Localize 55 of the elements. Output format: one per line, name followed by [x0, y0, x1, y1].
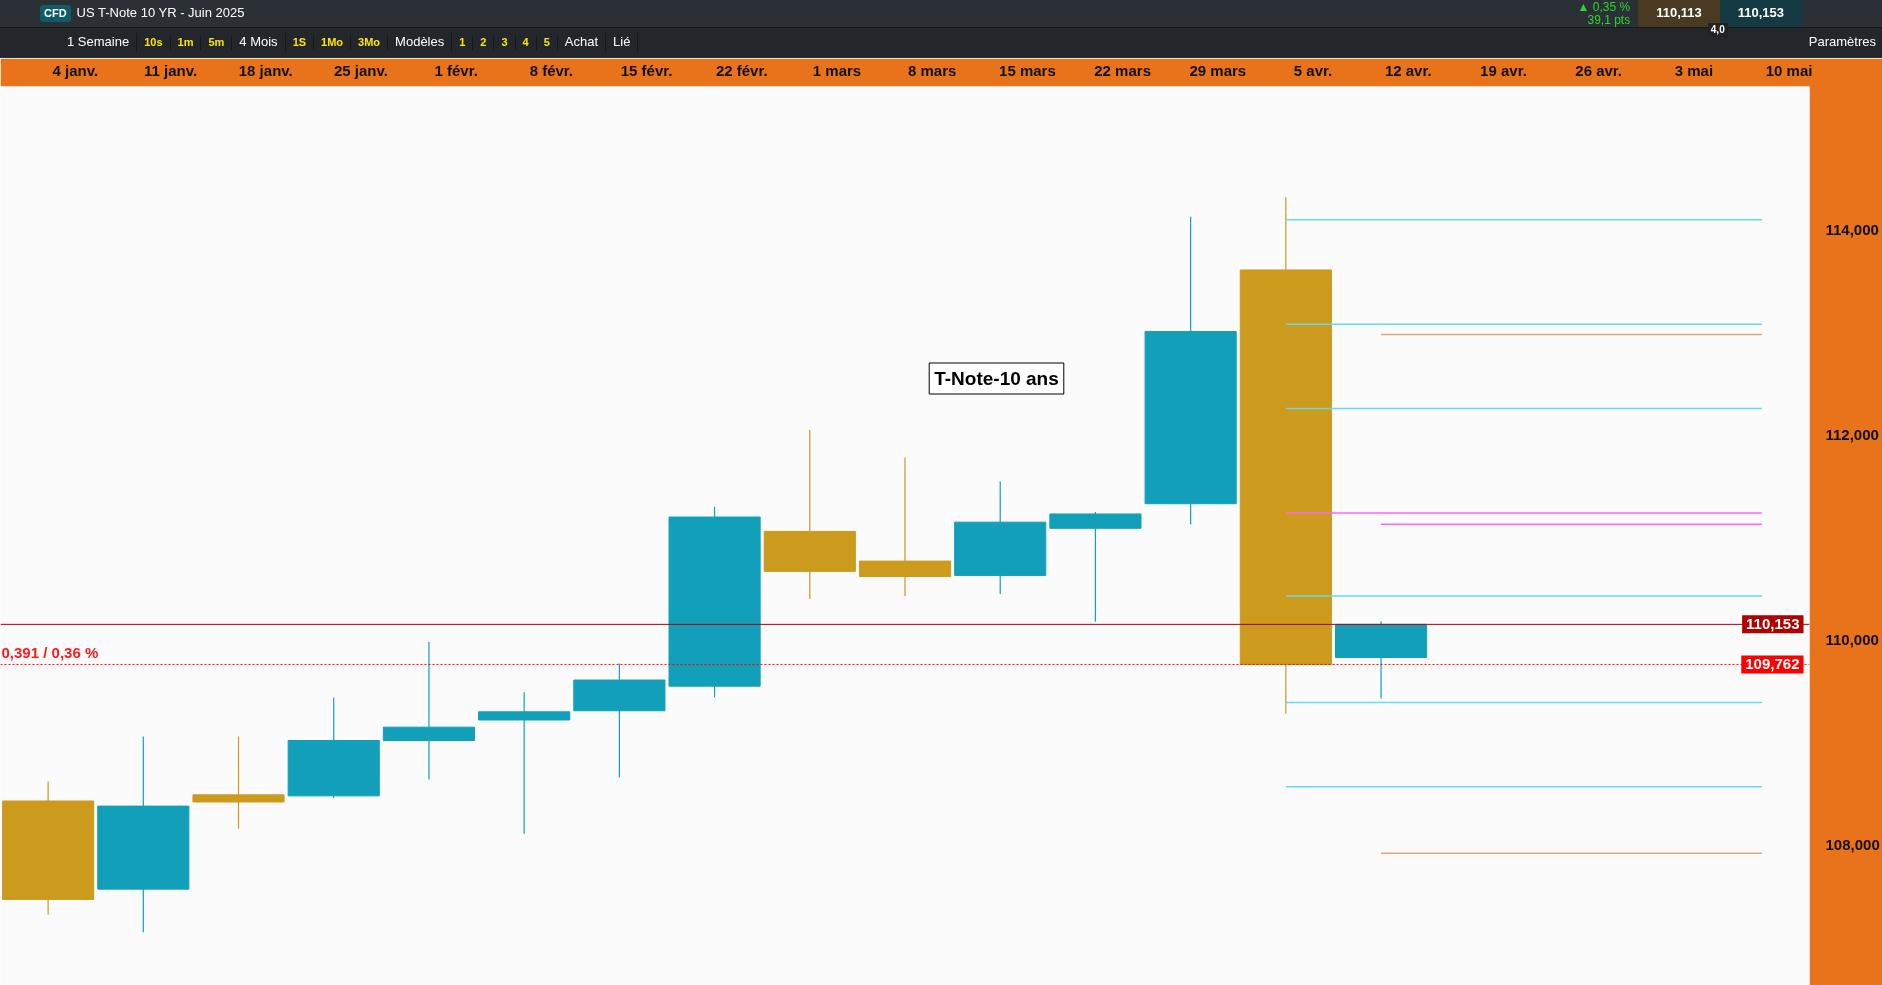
x-tick-label: 8 mars — [908, 61, 957, 79]
text: 1S — [285, 34, 315, 51]
x-tick-label: 5 avr. — [1293, 61, 1333, 79]
text: 4,0 — [1707, 22, 1728, 37]
text: 2 — [473, 34, 495, 51]
text: ▲ 0,35 % — [1577, 0, 1631, 14]
text: Modèles — [388, 33, 453, 52]
text: 5m — [201, 34, 233, 51]
ref-line-label: 109,762 — [1745, 655, 1800, 673]
ref-line-label: 110,153 — [1746, 615, 1800, 633]
x-tick-label: 19 avr. — [1480, 61, 1527, 79]
x-tick-label: 25 janv. — [333, 61, 388, 79]
text: 110,153 — [1737, 5, 1784, 21]
y-tick-label: 110,000 — [1825, 631, 1879, 649]
x-tick-label: 29 mars — [1189, 61, 1247, 79]
text: 1Mo — [314, 34, 352, 51]
candlestick — [382, 641, 476, 781]
x-tick-label: 15 mars — [999, 61, 1056, 79]
y-tick-label: 108,000 — [1825, 836, 1880, 854]
text: 1m — [170, 34, 202, 51]
x-tick-label: 18 janv. — [238, 61, 293, 79]
x-tick-label: 1 mars — [812, 61, 862, 79]
annotation: 0,391 / 0,36 % — [1, 644, 99, 662]
x-tick-label: 10 mai — [1765, 61, 1813, 79]
x-tick-label: 3 mai — [1674, 61, 1714, 79]
text: Achat — [557, 33, 607, 52]
x-tick-label: 1 févr. — [434, 61, 478, 79]
x-tick-label: 11 janv. — [143, 61, 198, 79]
text: 10s — [137, 34, 171, 51]
text: CFD — [40, 4, 71, 23]
x-tick-label: 8 févr. — [529, 61, 574, 79]
text: 3 — [494, 34, 516, 51]
x-tick-label: 12 avr. — [1384, 61, 1432, 79]
text: 4 Mois — [232, 33, 286, 52]
text: 1 — [452, 34, 474, 51]
text: 110,113 — [1656, 5, 1702, 21]
candlestick — [478, 691, 571, 835]
chart-title: US T-Note 10 YR - Juin 2025 — [75, 4, 245, 23]
text: Lié — [606, 33, 639, 52]
y-tick-label: 114,000 — [1825, 221, 1879, 239]
candlestick — [858, 456, 952, 597]
text: 4 — [515, 34, 537, 51]
text: 3Mo — [351, 34, 389, 51]
x-tick-label: 22 mars — [1094, 61, 1151, 79]
x-tick-label: 4 janv. — [52, 61, 99, 79]
text: 39,1 pts — [1587, 12, 1631, 27]
candlestick — [192, 735, 285, 830]
annotation: T-Note-10 ans — [934, 368, 1059, 389]
y-tick-label: 112,000 — [1825, 426, 1879, 444]
x-tick-label: 15 févr. — [620, 61, 673, 79]
text: 5 — [536, 34, 558, 51]
x-tick-label: 22 févr. — [715, 61, 768, 79]
text: 1 Semaine — [60, 33, 138, 52]
text: Paramètres — [1808, 33, 1877, 52]
x-tick-label: 26 avr. — [1575, 61, 1623, 79]
